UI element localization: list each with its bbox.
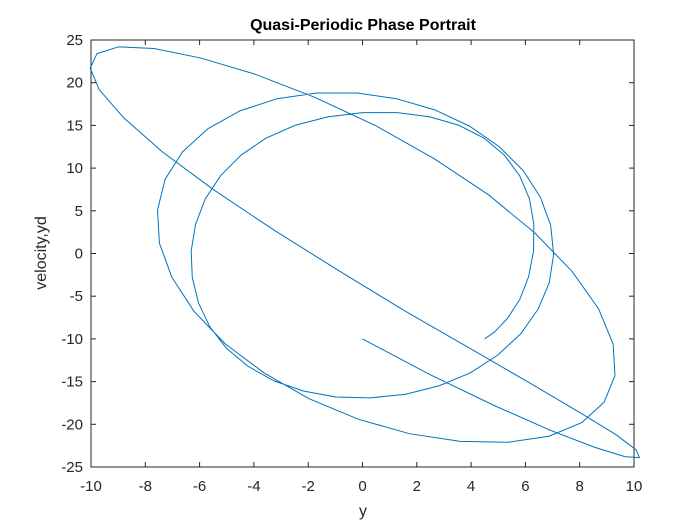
y-tick-label: -25 [61, 459, 83, 476]
y-tick-label: -5 [70, 288, 83, 305]
x-tick-label: 2 [413, 478, 421, 495]
plot-area [89, 46, 640, 459]
y-tick-label: 10 [66, 160, 83, 177]
x-tick-label: -10 [80, 478, 102, 495]
x-axis-ticks: -10 -8 -6 -4 -2 0 2 4 6 8 10 [80, 40, 642, 495]
y-tick-label: 20 [66, 75, 83, 92]
axes-box [90, 39, 635, 468]
y-axis-ticks: -25 -20 -15 -10 -5 0 5 10 15 20 25 [61, 32, 634, 476]
x-tick-label: 6 [521, 478, 529, 495]
y-tick-label: 0 [75, 246, 83, 263]
x-axis-label: y [359, 503, 367, 520]
y-tick-label: 25 [66, 32, 83, 49]
x-tick-label: -8 [139, 478, 152, 495]
chart-title: Quasi-Periodic Phase Portrait [250, 17, 477, 34]
x-tick-label: 4 [467, 478, 475, 495]
x-tick-label: 8 [576, 478, 584, 495]
y-axis-label: velocity,yd [33, 216, 50, 290]
phase-trajectory-line [89, 46, 640, 459]
y-tick-label: 15 [66, 117, 83, 134]
y-tick-label: -20 [61, 416, 83, 433]
x-tick-label: 0 [358, 478, 366, 495]
x-tick-label: -4 [247, 478, 260, 495]
x-tick-label: 10 [626, 478, 643, 495]
x-tick-label: -2 [302, 478, 315, 495]
y-tick-label: 5 [75, 203, 83, 220]
y-tick-label: -15 [61, 374, 83, 391]
y-tick-label: -10 [61, 331, 83, 348]
x-tick-label: -6 [193, 478, 206, 495]
